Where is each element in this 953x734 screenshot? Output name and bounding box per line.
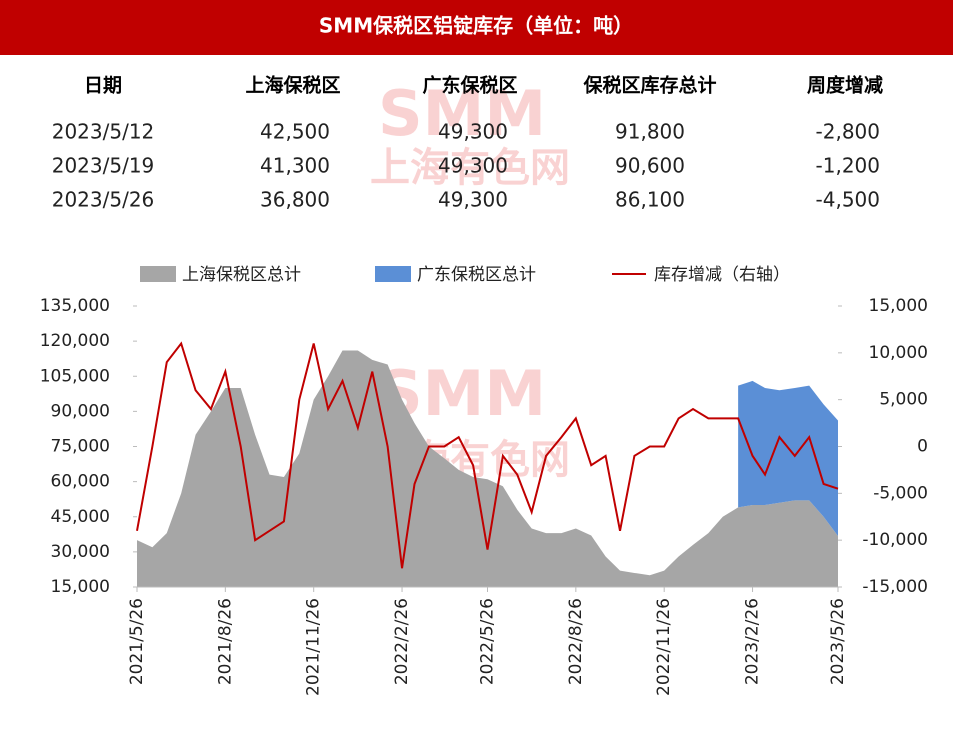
- y2-tick-label: -10,000: [862, 530, 928, 550]
- y-tick-label: 135,000: [40, 296, 110, 316]
- y-tick-label: 45,000: [51, 507, 110, 527]
- table-header: 上海保税区: [245, 74, 340, 97]
- y-tick-label: 90,000: [51, 401, 110, 421]
- x-tick-label: 2022/11/26: [654, 598, 674, 696]
- legend-swatch: [140, 266, 176, 282]
- table-cell: 2023/5/12: [52, 120, 155, 144]
- y2-tick-label: 15,000: [869, 296, 928, 316]
- legend-label: 广东保税区总计: [417, 265, 536, 285]
- y-tick-label: 120,000: [40, 331, 110, 351]
- y2-tick-label: 0: [917, 437, 928, 457]
- y-tick-label: 60,000: [51, 472, 110, 492]
- table-header: 周度增减: [807, 74, 883, 97]
- table-cell: 86,100: [615, 188, 685, 212]
- table-cell: 49,300: [438, 188, 508, 212]
- table-cell: 2023/5/19: [52, 154, 155, 178]
- table-header: 保税区库存总计: [582, 74, 716, 97]
- table-header: 广东保税区: [422, 74, 517, 97]
- x-tick-label: 2021/11/26: [304, 598, 324, 696]
- legend-label: 上海保税区总计: [182, 265, 301, 285]
- table-cell: -1,200: [816, 154, 880, 178]
- table-cell: 36,800: [260, 188, 330, 212]
- table-cell: 42,500: [260, 120, 330, 144]
- area: [137, 350, 838, 587]
- x-tick-label: 2021/8/26: [215, 598, 235, 685]
- watermark: SMM: [378, 77, 546, 150]
- table-cell: -4,500: [816, 188, 880, 212]
- table-cell: 49,300: [438, 154, 508, 178]
- area: [738, 380, 838, 536]
- x-tick-label: 2023/5/26: [828, 598, 848, 685]
- y-tick-label: 30,000: [51, 542, 110, 562]
- table-cell: 49,300: [438, 120, 508, 144]
- x-tick-label: 2023/2/26: [743, 598, 763, 685]
- table-cell: 90,600: [615, 154, 685, 178]
- watermark: 上海有色网: [370, 145, 570, 191]
- line: [136, 341, 839, 569]
- legend-swatch: [375, 266, 411, 282]
- x-tick-label: 2021/5/26: [127, 598, 147, 685]
- x-tick-label: 2022/8/26: [566, 598, 586, 685]
- y2-tick-label: 10,000: [869, 343, 928, 363]
- table-cell: 91,800: [615, 120, 685, 144]
- y2-tick-label: -5,000: [873, 483, 928, 503]
- legend-label: 库存增减（右轴）: [654, 265, 790, 285]
- table-cell: 2023/5/26: [52, 188, 155, 212]
- y2-tick-label: 5,000: [879, 390, 928, 410]
- table-header: 日期: [84, 75, 122, 97]
- y2-tick-label: -15,000: [862, 577, 928, 597]
- y-tick-label: 75,000: [51, 437, 110, 457]
- x-tick-label: 2022/2/26: [392, 598, 412, 685]
- table-cell: 41,300: [260, 154, 330, 178]
- title-banner: [0, 0, 953, 55]
- y-tick-label: 15,000: [51, 577, 110, 597]
- title: SMM保税区铝锭库存（单位：吨）: [319, 14, 633, 38]
- x-tick-label: 2022/5/26: [478, 598, 498, 685]
- table-cell: -2,800: [816, 120, 880, 144]
- y-tick-label: 105,000: [40, 366, 110, 386]
